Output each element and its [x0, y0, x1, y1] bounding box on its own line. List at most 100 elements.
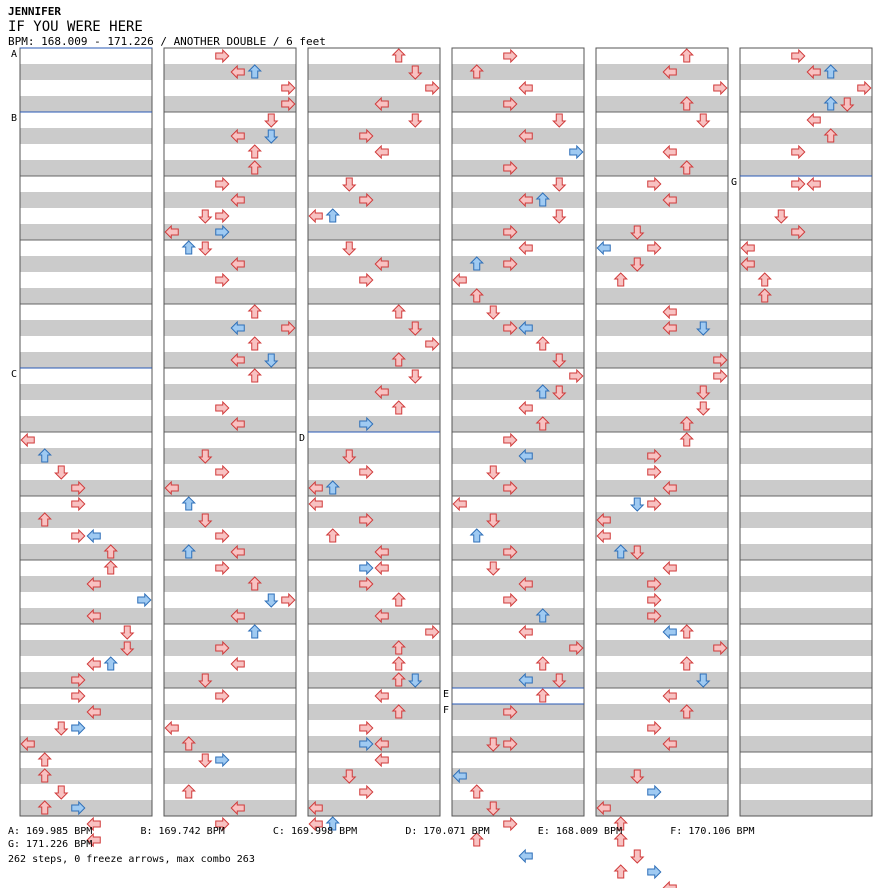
step-arrow-up-icon — [198, 513, 213, 528]
beat-band — [740, 192, 872, 208]
step-arrow-left-icon — [374, 144, 389, 160]
step-arrow-left-icon — [374, 544, 389, 560]
beat-band — [740, 800, 872, 816]
step-arrow-right-icon — [359, 128, 374, 144]
beat-band — [740, 384, 872, 400]
beat-band — [596, 736, 728, 752]
beat-band — [740, 448, 872, 464]
beat-band — [452, 640, 584, 656]
beat-band — [596, 672, 728, 688]
beat-band — [164, 288, 296, 304]
chart-stats: 262 steps, 0 freeze arrows, max combo 26… — [8, 854, 255, 865]
step-arrow-up-icon — [408, 369, 423, 384]
step-arrow-right-icon — [857, 80, 872, 96]
step-arrow-down-icon — [37, 752, 52, 767]
step-arrow-right-icon — [215, 640, 230, 656]
step-arrow-left-icon — [518, 240, 533, 256]
step-arrow-up-icon — [486, 737, 501, 752]
step-arrow-down-icon — [679, 96, 694, 111]
step-arrow-up-icon — [696, 385, 711, 400]
beat-band — [740, 128, 872, 144]
beat-band — [308, 768, 440, 784]
step-arrow-right-icon — [647, 496, 662, 512]
step-arrow-up-icon — [198, 241, 213, 256]
beat-band — [596, 800, 728, 816]
chart-info: BPM: 168.009 - 171.226 / ANOTHER DOUBLE … — [8, 35, 326, 48]
beat-band — [20, 160, 152, 176]
step-arrow-up-icon — [630, 545, 645, 560]
beat-band — [308, 480, 440, 496]
step-arrow-left-icon — [308, 496, 323, 512]
beat-band — [308, 448, 440, 464]
step-arrow-up-icon — [552, 353, 567, 368]
beat-band — [740, 768, 872, 784]
step-arrow-left-icon — [452, 768, 467, 784]
beat-band — [164, 384, 296, 400]
step-arrow-down-icon — [247, 64, 262, 79]
chart-column — [163, 47, 297, 817]
step-arrow-up-icon — [486, 465, 501, 480]
beat-band — [20, 768, 152, 784]
step-arrow-down-icon — [757, 272, 772, 287]
beat-band — [452, 448, 584, 464]
step-arrow-right-icon — [281, 320, 296, 336]
column-border — [739, 47, 873, 817]
beat-band — [740, 256, 872, 272]
beat-band — [596, 160, 728, 176]
step-arrow-left-icon — [308, 816, 323, 832]
step-arrow-down-icon — [469, 528, 484, 543]
bpm-section-label: C — [11, 369, 17, 380]
step-arrow-right-icon — [359, 720, 374, 736]
beat-band — [308, 672, 440, 688]
step-arrow-right-icon — [791, 176, 806, 192]
bpm-section-label: B — [11, 113, 17, 124]
beat-band — [740, 480, 872, 496]
bpm-section-label: D — [299, 433, 305, 444]
beat-band — [596, 448, 728, 464]
beat-band — [20, 64, 152, 80]
beat-band — [596, 288, 728, 304]
step-arrow-up-icon — [552, 209, 567, 224]
beat-band — [596, 192, 728, 208]
step-arrow-down-icon — [535, 416, 550, 431]
step-arrow-up-icon — [630, 497, 645, 512]
step-arrow-right-icon — [359, 736, 374, 752]
beat-band — [740, 416, 872, 432]
beat-band — [20, 672, 152, 688]
beat-band — [20, 800, 152, 816]
column-border — [163, 47, 297, 817]
beat-band — [164, 320, 296, 336]
step-arrow-left-icon — [518, 672, 533, 688]
step-arrow-right-icon — [503, 736, 518, 752]
step-arrow-up-icon — [198, 753, 213, 768]
step-arrow-right-icon — [215, 528, 230, 544]
step-arrow-left-icon — [596, 800, 611, 816]
beat-band — [308, 96, 440, 112]
beat-band — [596, 480, 728, 496]
beat-band — [20, 224, 152, 240]
step-arrow-left-icon — [374, 96, 389, 112]
step-arrow-left-icon — [20, 736, 35, 752]
step-arrow-down-icon — [391, 48, 406, 63]
step-arrow-down-icon — [679, 160, 694, 175]
beat-band — [164, 608, 296, 624]
beat-band — [596, 256, 728, 272]
step-arrow-right-icon — [791, 48, 806, 64]
beat-band — [596, 544, 728, 560]
beat-band — [164, 256, 296, 272]
step-arrow-right-icon — [647, 864, 662, 880]
step-arrow-left-icon — [230, 64, 245, 80]
beat-band — [164, 224, 296, 240]
step-arrow-up-icon — [264, 593, 279, 608]
step-arrow-right-icon — [71, 496, 86, 512]
step-arrow-right-icon — [503, 432, 518, 448]
step-arrow-down-icon — [469, 832, 484, 847]
beat-band — [452, 768, 584, 784]
step-arrow-up-icon — [552, 113, 567, 128]
beat-band — [452, 288, 584, 304]
step-arrow-left-icon — [518, 624, 533, 640]
beat-band — [452, 352, 584, 368]
column-border — [451, 47, 585, 817]
step-arrow-left-icon — [230, 800, 245, 816]
